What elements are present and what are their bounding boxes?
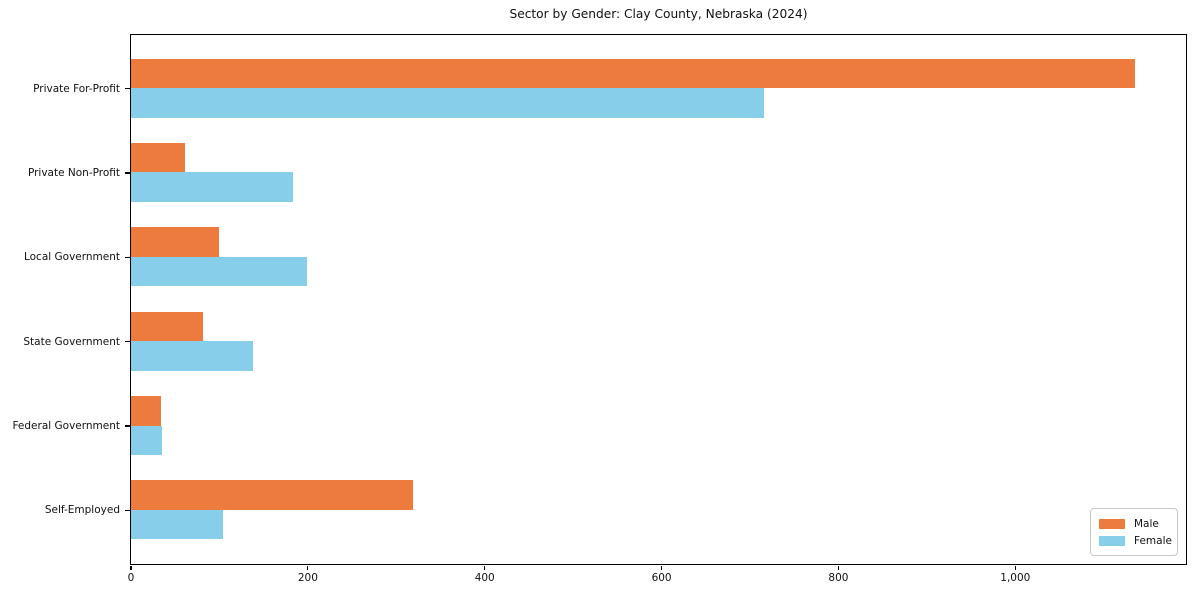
bar-female-private-non-profit bbox=[130, 172, 294, 202]
bar-female-private-for-profit bbox=[130, 88, 764, 118]
chart-title: Sector by Gender: Clay County, Nebraska … bbox=[509, 7, 808, 21]
y-tick-label-federal-government: Federal Government bbox=[12, 420, 120, 433]
legend: Male Female bbox=[1090, 508, 1178, 556]
y-tick bbox=[125, 87, 130, 90]
x-tick bbox=[484, 565, 486, 570]
y-tick bbox=[125, 256, 130, 258]
bar-male-local-government bbox=[130, 227, 219, 257]
legend-item-female: Female bbox=[1099, 532, 1172, 549]
y-tick-label-local-government: Local Government bbox=[23, 251, 120, 264]
bar-female-state-government bbox=[130, 341, 253, 371]
legend-item-male: Male bbox=[1099, 515, 1169, 532]
plot-area bbox=[129, 33, 1187, 565]
bar-male-state-government bbox=[130, 311, 203, 342]
bar-female-self-employed bbox=[130, 509, 224, 540]
x-tick-label-800: 800 bbox=[828, 572, 849, 584]
x-tick-label-0: 0 bbox=[127, 572, 135, 584]
y-tick-label-state-government: State Government bbox=[23, 335, 120, 348]
legend-swatch-female bbox=[1099, 535, 1125, 546]
legend-label-male: Male bbox=[1134, 517, 1159, 530]
y-tick-label-private-for-profit: Private For-Profit bbox=[33, 82, 120, 95]
bar-male-federal-government bbox=[130, 396, 161, 426]
x-tick-label-400: 400 bbox=[474, 572, 495, 584]
x-tick-label-1000: 1,000 bbox=[1000, 572, 1031, 584]
legend-label-female: Female bbox=[1134, 534, 1172, 547]
bar-male-private-for-profit bbox=[130, 58, 1136, 89]
x-tick bbox=[1014, 565, 1016, 570]
x-tick bbox=[837, 565, 840, 570]
bar-female-local-government bbox=[130, 256, 308, 287]
x-tick bbox=[130, 565, 132, 570]
legend-swatch-male bbox=[1099, 518, 1125, 529]
x-tick bbox=[307, 565, 309, 570]
y-tick bbox=[125, 509, 130, 511]
x-tick-label-200: 200 bbox=[297, 572, 318, 584]
y-tick-label-private-non-profit: Private Non-Profit bbox=[27, 166, 120, 179]
x-tick-label-600: 600 bbox=[651, 572, 672, 584]
y-tick bbox=[125, 172, 130, 174]
y-tick bbox=[125, 341, 130, 343]
bar-male-private-non-profit bbox=[130, 142, 186, 173]
bar-female-federal-government bbox=[130, 425, 163, 456]
x-tick bbox=[660, 565, 663, 570]
y-tick-label-self-employed: Self-Employed bbox=[44, 504, 120, 517]
y-tick bbox=[125, 425, 130, 427]
bar-male-self-employed bbox=[130, 480, 414, 510]
